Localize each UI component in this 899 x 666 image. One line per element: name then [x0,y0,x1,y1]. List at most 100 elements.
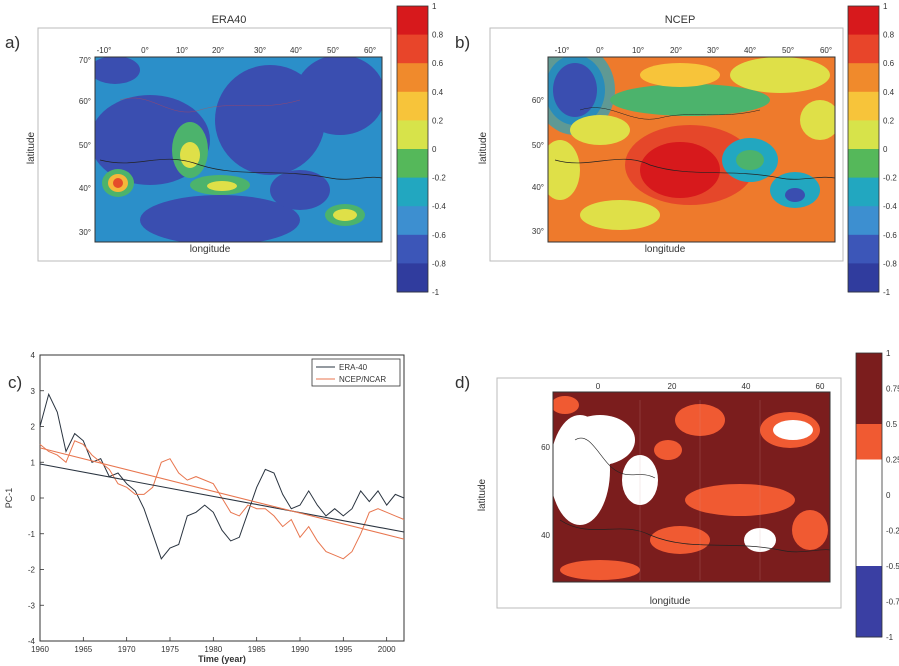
x-tick-label: 1960 [31,645,49,654]
colorbar-swatches [855,352,883,638]
panel-d-lat-ticks: 60 40 [541,443,550,540]
panel-b-lon-ticks: -10° 0° 10° 20° 30° 40° 50° 60° [555,46,832,55]
colorbar-labels: 1 0.8 0.6 0.4 0.2 0 -0.2 -0.4 -0.6 -0.8 -1 [883,2,897,297]
tick-label: 40 [742,382,751,391]
colorbar-label: -0.6 [432,231,446,240]
panel-b-map [548,57,835,242]
tick-label: 30° [532,227,544,236]
x-tick-label: 1985 [248,645,266,654]
colorbar-label: 1 [883,2,888,11]
tick-label: 50° [532,141,544,150]
colorbar-swatch [848,149,879,179]
panel-d-xlabel: longitude [650,596,691,607]
panel-a-lat-ticks: 70° 60° 50° 40° 30° [79,56,91,237]
colorbar-swatch [856,424,882,460]
panel-a-lon-ticks: -10° 0° 10° 20° 30° 40° 50° 60° [97,46,376,55]
y-tick-label: 3 [31,387,36,396]
panel-b-lat-ticks: 60° 50° 40° 30° [532,96,544,236]
panel-b-colorbar: 1 0.8 0.6 0.4 0.2 0 -0.2 -0.4 -0.6 -0.8 -1 [847,2,897,297]
panel-c-legend: ERA-40 NCEP/NCAR [311,358,401,387]
colorbar-label: 0.2 [432,116,444,125]
colorbar-swatch [856,530,882,567]
tick-label: 30° [79,228,91,237]
colorbar-swatch [848,177,879,207]
colorbar-swatch [848,91,879,121]
tick-label: 70° [79,56,91,65]
panel-a-ylabel: latitude [26,131,37,164]
panel-b-xlabel: longitude [645,244,686,255]
colorbar-swatch [397,149,428,179]
colorbar-swatch [848,120,879,150]
panel-a-axes [94,56,383,243]
colorbar-label: 0.8 [883,31,895,40]
panel-c-x-ticks: 1960 1965 1970 1975 1980 1985 1990 1995 2000 [31,637,396,654]
colorbar-swatches [396,5,429,293]
colorbar-swatch [856,388,882,425]
colorbar-label: 0 [886,491,891,500]
colorbar-swatch [397,63,428,93]
tick-label: 60° [532,96,544,105]
tick-label: -10° [97,46,112,55]
legend-box [311,358,401,387]
tick-label: 60 [541,443,550,452]
tick-label: 10° [176,46,188,55]
tick-label: 0° [596,46,604,55]
colorbar-labels: 1 0.8 0.6 0.4 0.2 0 -0.2 -0.4 -0.6 -0.8 -1 [432,2,446,297]
colorbar-label: -1 [432,288,440,297]
y-tick-label: -4 [28,637,36,646]
x-tick-label: 1965 [74,645,92,654]
y-tick-label: 0 [31,494,36,503]
panel-a-label: a) [5,33,20,52]
tick-label: 40 [541,531,550,540]
colorbar-label: 0 [883,145,888,154]
tick-label: 20° [670,46,682,55]
panel-d-axes [552,391,831,583]
colorbar-swatch [856,566,882,602]
panel-c-xlabel: Time (year) [198,654,246,664]
y-tick-label: 4 [31,351,36,360]
colorbar-swatch [848,263,879,293]
tick-label: 40° [290,46,302,55]
colorbar-label: -0.8 [432,259,446,268]
colorbar-outline [855,352,883,638]
colorbar-label: 0.8 [432,31,444,40]
panel-d: d) 0 20 40 60 [455,373,842,609]
tick-label: 30° [707,46,719,55]
x-tick-label: 2000 [378,645,396,654]
colorbar-label: -0.6 [883,231,897,240]
colorbar-label: 0.6 [883,59,895,68]
tick-label: 40° [744,46,756,55]
colorbar-swatch [856,459,882,496]
colorbar-swatch [397,120,428,150]
colorbar-outline [396,5,429,293]
colorbar-swatch [397,206,428,236]
colorbar-labels: 1 0.75 0.5 0.25 0 -0.25 -0.5 -0.75 -1 [886,349,899,642]
colorbar-label: -1 [886,633,894,642]
panel-b-label: b) [455,33,470,52]
tick-label: 50° [327,46,339,55]
colorbar-label: 0 [432,145,437,154]
colorbar-swatch [848,6,879,36]
tick-label: -10° [555,46,570,55]
tick-label: 60° [79,97,91,106]
panel-b-ylabel: latitude [478,131,489,164]
colorbar-label: -0.4 [432,202,446,211]
colorbar-swatches [847,5,880,293]
colorbar-swatch [397,234,428,264]
colorbar-label: -0.4 [883,202,897,211]
legend-label-era40: ERA-40 [339,363,368,372]
tick-label: 60° [820,46,832,55]
y-tick-label: 1 [31,458,36,467]
tick-label: 20° [212,46,224,55]
tick-label: 50° [782,46,794,55]
colorbar-label: 0.5 [886,420,898,429]
x-tick-label: 1970 [118,645,136,654]
y-tick-label: 2 [31,423,36,432]
x-tick-label: 1995 [334,645,352,654]
colorbar-outline [847,5,880,293]
panel-c-ylabel: PC-1 [4,488,14,509]
colorbar-label: 1 [886,349,891,358]
colorbar-swatch [856,495,882,531]
colorbar-swatch [397,91,428,121]
